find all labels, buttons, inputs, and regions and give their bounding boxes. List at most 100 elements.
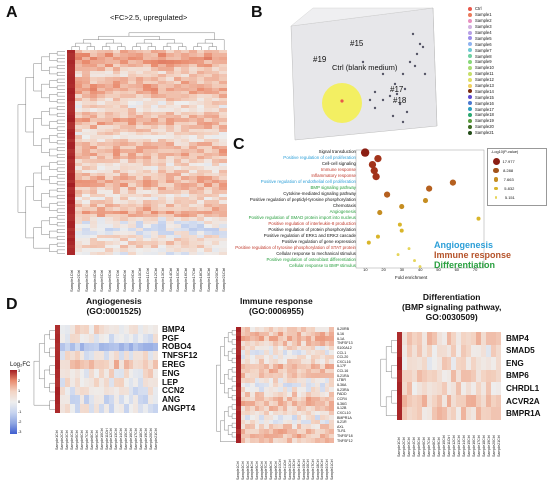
heatmap-cell — [150, 91, 159, 95]
heatmap-cell — [245, 378, 251, 383]
heatmap-cell — [158, 50, 167, 54]
heatmap-cell — [211, 186, 220, 191]
column-label: Sample12Ctrl — [451, 435, 456, 457]
heatmap-cell — [250, 387, 255, 393]
heatmap-cell — [211, 251, 220, 255]
heatmap-cell — [123, 395, 129, 405]
heatmap-cell — [120, 104, 129, 109]
heatmap-cell — [158, 118, 167, 123]
heatmap-cell — [259, 354, 265, 360]
heatmap-cell — [278, 368, 283, 374]
column-label: Sample15Ctrl — [175, 267, 181, 292]
go-category-key: Angiogenesis Immune response Differentiati… — [434, 240, 550, 270]
heatmap-cell — [296, 359, 302, 365]
legend-label: Ctrl — [475, 6, 482, 12]
heatmap-cell — [211, 138, 220, 143]
gene-label: CCN2 — [162, 386, 185, 396]
heatmap-cell — [143, 91, 152, 95]
heatmap-cell — [67, 145, 75, 150]
heatmap-cell — [188, 114, 197, 119]
heatmap-cell — [105, 84, 113, 88]
heatmap-cell — [219, 50, 227, 54]
heatmap-cell — [105, 121, 113, 126]
heatmap-cell — [158, 87, 167, 92]
heatmap-cell — [204, 108, 213, 112]
heatmap-cell — [89, 132, 98, 136]
heatmap-cell — [112, 159, 121, 164]
heatmap-cell — [329, 424, 334, 430]
heatmap-cell — [196, 108, 205, 112]
heatmap-cell — [120, 60, 129, 64]
go-bubble — [375, 234, 380, 239]
heatmap-cell — [329, 364, 334, 370]
heatmap-cell — [188, 94, 197, 99]
heatmap-cell — [89, 125, 98, 129]
heatmap-cell — [292, 331, 297, 337]
heatmap-cell — [135, 67, 144, 71]
heatmap-cell — [89, 162, 98, 167]
heatmap-cell — [112, 234, 121, 239]
heatmap-cell — [143, 351, 149, 361]
heatmap-cell — [105, 200, 113, 205]
heatmap-cell — [64, 386, 70, 396]
heatmap-cell — [259, 429, 265, 435]
heatmap-cell — [79, 386, 85, 396]
heatmap-cell — [315, 391, 321, 397]
heatmap-cell — [254, 433, 260, 439]
heatmap-cell — [67, 227, 75, 232]
heatmap-cell — [69, 395, 75, 405]
heatmap-cell — [158, 114, 167, 119]
legend-marker — [468, 65, 472, 70]
heatmap-cell — [268, 415, 274, 421]
heatmap-cell — [278, 433, 283, 439]
heatmap-cell — [133, 360, 139, 370]
heatmap-cell — [112, 173, 121, 177]
heatmap-cell — [329, 382, 334, 388]
heatmap-cell — [204, 193, 213, 198]
heatmap-cell — [112, 145, 121, 150]
heatmap-cell — [104, 360, 110, 370]
heatmap-cell — [69, 325, 75, 335]
heatmap-cell — [143, 73, 152, 78]
column-label: Sample13Ctrl — [160, 267, 166, 292]
heatmap-cell — [264, 359, 269, 365]
heatmap-cell — [135, 118, 144, 123]
heatmap-cell — [273, 415, 279, 421]
heatmap-cell — [74, 118, 83, 123]
heatmap-cell — [196, 97, 205, 102]
heatmap-cell — [118, 369, 124, 379]
heatmap-cell — [166, 186, 174, 191]
heatmap-cell — [89, 97, 98, 102]
heatmap-cell — [150, 152, 159, 157]
heatmap-cell — [491, 394, 497, 408]
heatmap-cell — [64, 404, 70, 413]
heatmap-cell — [97, 104, 106, 109]
heatmap-cell — [74, 234, 83, 239]
heatmap-cell — [89, 214, 98, 218]
heatmap-cell — [108, 360, 115, 370]
heatmap-cell — [287, 359, 293, 365]
heatmap-cell — [188, 237, 197, 242]
heatmap-cell — [431, 344, 437, 358]
heatmap-cell — [264, 368, 269, 374]
heatmap-cell — [416, 369, 423, 383]
heatmap-cell — [315, 419, 321, 425]
go-term-label: BMP signaling pathway — [310, 185, 356, 190]
heatmap-cell — [99, 369, 105, 379]
heatmap-cell — [426, 357, 432, 370]
go-term-label: Cellular response to mechanical stimulus — [276, 251, 356, 256]
heatmap-cell — [150, 159, 159, 164]
heatmap-cell — [133, 404, 139, 413]
heatmap-cell — [211, 231, 220, 235]
heatmap-cell — [105, 166, 113, 170]
heatmap-cell — [282, 340, 288, 346]
heatmap-cell — [306, 382, 311, 388]
heatmap-cell — [173, 179, 182, 184]
heatmap-cell — [82, 70, 91, 75]
heatmap-cell — [315, 354, 321, 360]
heatmap-cell — [496, 369, 501, 383]
heatmap-cell — [196, 183, 205, 187]
heatmap-cell — [268, 340, 274, 346]
heatmap-cell — [120, 118, 129, 123]
heatmap-cell — [436, 407, 442, 420]
